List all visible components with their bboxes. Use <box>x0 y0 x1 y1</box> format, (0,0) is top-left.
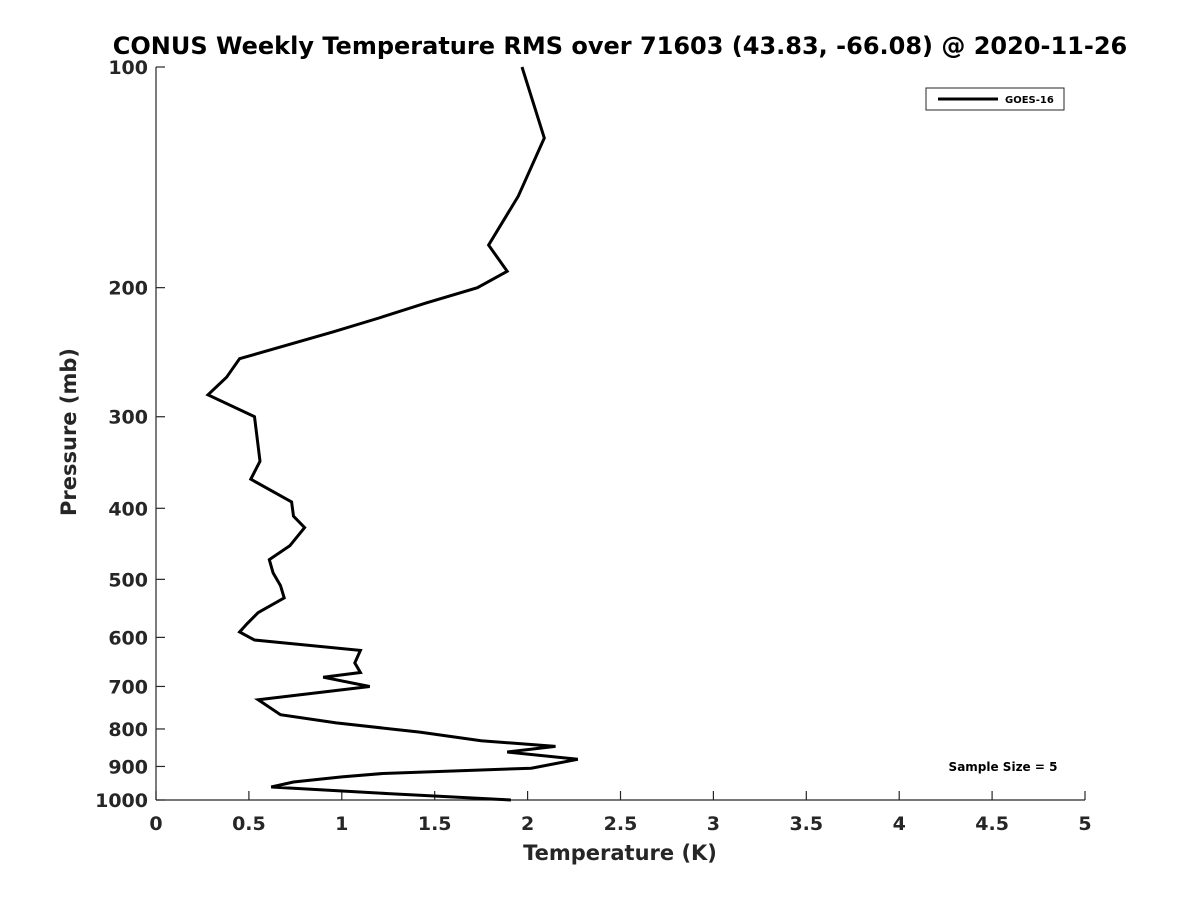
y-tick-label: 500 <box>108 569 148 591</box>
x-tick-label: 1.5 <box>418 813 452 835</box>
series-line-goes-16 <box>205 66 579 802</box>
y-axis-label: Pressure (mb) <box>57 348 81 516</box>
x-axis-label: Temperature (K) <box>523 841 717 865</box>
y-tick-label: 300 <box>108 407 148 429</box>
legend-label-goes-16: GOES-16 <box>1005 95 1054 106</box>
y-tick-label: 800 <box>108 719 148 741</box>
y-tick-label: 100 <box>108 57 148 79</box>
series-layer <box>205 66 579 802</box>
x-tick-label: 2 <box>521 813 534 835</box>
x-tick-label: 1 <box>335 813 348 835</box>
legend: GOES-16 <box>925 87 1065 111</box>
x-tick-label: 5 <box>1078 813 1091 835</box>
y-tick-label: 200 <box>108 278 148 300</box>
y-tick-label: 600 <box>108 627 148 649</box>
x-tick-label: 2.5 <box>604 813 638 835</box>
y-tick-label: 1000 <box>95 790 148 812</box>
chart-title: CONUS Weekly Temperature RMS over 71603 … <box>113 32 1127 60</box>
x-tick-label: 4.5 <box>975 813 1009 835</box>
x-tick-label: 3 <box>707 813 720 835</box>
x-tick-label: 0 <box>149 813 162 835</box>
y-tick-label: 700 <box>108 676 148 698</box>
y-tick-label: 900 <box>108 756 148 778</box>
x-tick-label: 0.5 <box>232 813 266 835</box>
x-ticks: 0 0.5 1 1.5 2 2.5 3 3.5 4 4.5 5 <box>149 791 1092 835</box>
x-tick-label: 3.5 <box>789 813 823 835</box>
y-tick-label: 400 <box>108 498 148 520</box>
axes <box>155 67 1085 801</box>
x-tick-label: 4 <box>893 813 906 835</box>
y-ticks: 100 200 300 400 500 600 700 800 900 1000 <box>95 57 165 812</box>
sample-size-annotation: Sample Size = 5 <box>949 760 1058 774</box>
